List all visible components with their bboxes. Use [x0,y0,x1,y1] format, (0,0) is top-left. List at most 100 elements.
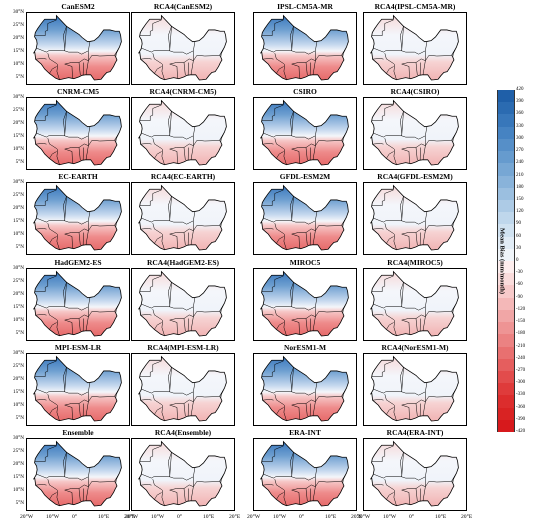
country-border [371,360,394,377]
country-border [312,220,316,245]
west-africa-landmass [137,99,227,166]
map-panel: CNRM-CM5 30°N 25°N 20°N 15°N 10°N 5°N [13,87,130,170]
country-border [283,234,287,250]
colorbar-segment [498,297,514,311]
latitude-label: 25°N [12,447,24,454]
latitude-label: 5°N [15,243,24,250]
country-border [386,492,394,500]
map-frame [253,97,357,170]
country-border [415,62,418,76]
country-border [305,318,308,332]
colorbar-segment [498,419,514,433]
colorbar-segment [498,334,514,347]
latitude-label: 20°N [12,460,24,467]
country-border [34,445,57,462]
country-border [78,62,81,76]
country-border [291,319,300,335]
country-border [401,452,428,481]
panel-title: RCA4(GFDL-ESM2M) [377,172,453,181]
panel-title: CanESM2 [61,2,95,11]
country-border [140,143,152,145]
latitude-label: 15°N [12,132,24,139]
country-border [291,143,316,150]
country-border [64,367,91,396]
country-border [415,488,418,502]
country-border [384,479,395,491]
country-border [193,480,221,487]
latitude-label: 5°N [15,158,24,165]
country-border [161,234,165,250]
latitude-label: 30°N [12,349,24,356]
country-border [401,148,410,164]
country-border [315,310,343,317]
latitude-label: 15°N [12,217,24,224]
country-border [283,405,287,421]
panel-title: Ensemble [62,428,94,437]
west-africa-landmass [32,184,122,251]
longitude-label: 20°W [125,514,139,520]
country-border [47,394,58,406]
country-border [276,151,284,159]
map-panel: RCA4(CNRM-CM5) [131,87,235,170]
map-frame [363,97,467,170]
country-border [219,302,225,312]
panel-title: RCA4(Ensemble) [154,428,212,437]
country-border [274,53,285,65]
country-border [139,445,162,462]
latitude-label: 30°N [12,264,24,271]
panel-title: IPSL-CM5A-MR [277,2,333,11]
colorbar-segment [498,285,514,299]
country-border [274,394,285,406]
country-border [305,232,308,246]
map-panel: RCA4(Ensemble) [131,428,235,511]
country-border [183,62,186,76]
panel-title: MPI-ESM-LR [54,343,102,352]
country-border [291,148,300,164]
latitude-label: 30°N [12,434,24,441]
country-border [34,360,57,377]
colorbar-tick-label: -270 [516,367,526,373]
country-border [139,189,162,206]
country-border [193,224,221,231]
colorbar-segment [498,383,514,396]
country-border [219,387,225,397]
country-border [78,488,81,502]
longitude-label: 20°W [357,514,371,520]
country-border [312,391,316,416]
country-border [140,399,152,401]
map-frame [253,12,357,85]
colorbar-tick-label: 330 [516,123,524,129]
map-panel: RCA4(CSIRO) [363,87,467,170]
country-border [262,228,274,230]
colorbar-tick-label: 240 [516,160,524,166]
west-africa-landmass [32,99,122,166]
latitude-label: 20°N [12,290,24,297]
latitude-label: 15°N [12,388,24,395]
latitude-label: 10°N [12,316,24,323]
map-frame [26,12,130,85]
country-border [312,135,316,160]
colorbar-tick-label: -90 [516,294,523,300]
longitude-label: 0° [299,514,305,520]
colorbar-tick-label: 150 [516,196,524,202]
country-border [422,135,426,160]
map-frame [131,97,235,170]
longitude-label: 10°E [98,514,110,520]
country-border [261,275,284,292]
country-border [193,139,221,146]
longitude-label: 20°E [229,514,241,520]
country-border [169,143,194,150]
country-border [386,66,394,74]
country-border [183,147,186,161]
colorbar-tick-label: -300 [516,380,526,386]
country-border [425,310,453,317]
map-frame [26,97,130,170]
country-border [169,404,178,420]
country-border [371,104,394,121]
country-border [193,54,221,61]
country-border [114,46,120,56]
country-border [393,149,397,165]
map-panel: RCA4(MIROC5) [363,258,467,341]
map-panel: Ensemble 30°N 25°N 20°N 15°N 10°N 5°N [13,428,130,511]
longitude-label: 20°W [20,514,34,520]
